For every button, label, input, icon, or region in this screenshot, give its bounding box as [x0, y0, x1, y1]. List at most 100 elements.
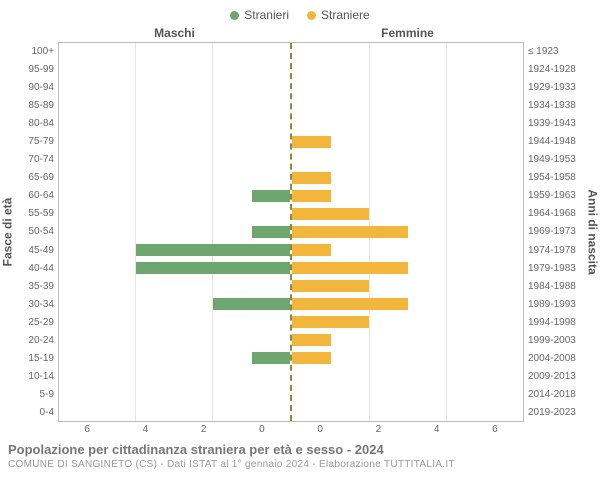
bar-row — [292, 241, 523, 259]
bar-row — [59, 385, 290, 403]
x-tick: 2 — [175, 424, 233, 435]
age-tick: 50-54 — [14, 223, 58, 241]
age-tick: 10-14 — [14, 368, 58, 386]
age-tick: 85-89 — [14, 96, 58, 114]
header-male: Maschi — [58, 26, 291, 40]
birth-tick: 1994-1998 — [524, 313, 586, 331]
birth-tick: 2009-2013 — [524, 368, 586, 386]
bar-female — [292, 298, 408, 311]
birth-tick: 1944-1948 — [524, 132, 586, 150]
age-tick: 80-84 — [14, 114, 58, 132]
bar-row — [292, 151, 523, 169]
birth-tick: 2004-2008 — [524, 350, 586, 368]
x-tick: 6 — [466, 424, 524, 435]
age-tick: 60-64 — [14, 187, 58, 205]
age-tick: 20-24 — [14, 332, 58, 350]
age-tick: 15-19 — [14, 350, 58, 368]
legend-item-female: Straniere — [307, 8, 370, 22]
bar-female — [292, 226, 408, 239]
bar-row — [292, 61, 523, 79]
bar-row — [59, 331, 290, 349]
bar-row — [59, 295, 290, 313]
footer: Popolazione per cittadinanza straniera p… — [0, 438, 600, 470]
birth-tick: 1999-2003 — [524, 332, 586, 350]
age-tick: 30-34 — [14, 295, 58, 313]
bar-female — [292, 334, 331, 347]
age-tick: 5-9 — [14, 386, 58, 404]
birth-tick: 1974-1978 — [524, 241, 586, 259]
column-headers: Maschi Femmine — [0, 24, 600, 42]
bar-row — [292, 97, 523, 115]
y-axis-label-right: Anni di nascita — [586, 42, 600, 422]
age-tick: 65-69 — [14, 169, 58, 187]
birth-tick: 1979-1983 — [524, 259, 586, 277]
header-female: Femmine — [291, 26, 524, 40]
age-tick: 25-29 — [14, 313, 58, 331]
bar-row — [59, 151, 290, 169]
bar-male — [136, 262, 290, 275]
bar-male — [252, 226, 291, 239]
bar-row — [292, 169, 523, 187]
bar-row — [59, 313, 290, 331]
chart-source: COMUNE DI SANGINETO (CS) - Dati ISTAT al… — [8, 459, 592, 470]
bar-row — [292, 367, 523, 385]
legend: Stranieri Straniere — [0, 0, 600, 24]
bar-row — [59, 115, 290, 133]
bar-row — [59, 79, 290, 97]
legend-label-female: Straniere — [321, 8, 370, 22]
dot-icon — [307, 11, 316, 20]
bar-row — [292, 403, 523, 421]
birth-tick: 1949-1953 — [524, 151, 586, 169]
bar-row — [292, 259, 523, 277]
age-tick: 40-44 — [14, 259, 58, 277]
bar-row — [292, 205, 523, 223]
x-tick: 4 — [116, 424, 174, 435]
birth-tick: ≤ 1923 — [524, 42, 586, 60]
birth-tick: 1989-1993 — [524, 295, 586, 313]
bar-row — [59, 169, 290, 187]
age-tick: 70-74 — [14, 151, 58, 169]
bar-female — [292, 262, 408, 275]
birth-tick: 1969-1973 — [524, 223, 586, 241]
bar-female — [292, 244, 331, 257]
bar-male — [252, 352, 291, 365]
bar-row — [292, 295, 523, 313]
bar-female — [292, 280, 369, 293]
bar-female — [292, 136, 331, 149]
bar-row — [292, 187, 523, 205]
birth-tick: 1939-1943 — [524, 114, 586, 132]
bar-row — [59, 133, 290, 151]
bar-row — [59, 349, 290, 367]
bar-row — [292, 43, 523, 61]
bar-row — [292, 277, 523, 295]
chart-title: Popolazione per cittadinanza straniera p… — [8, 442, 592, 457]
birth-tick: 1934-1938 — [524, 96, 586, 114]
birth-tick: 2019-2023 — [524, 404, 586, 422]
bar-row — [292, 313, 523, 331]
bar-row — [292, 385, 523, 403]
birth-tick: 1959-1963 — [524, 187, 586, 205]
age-tick: 45-49 — [14, 241, 58, 259]
x-tick: 6 — [58, 424, 116, 435]
bar-row — [59, 43, 290, 61]
bar-row — [59, 205, 290, 223]
age-tick: 95-99 — [14, 60, 58, 78]
birth-tick: 1964-1968 — [524, 205, 586, 223]
bar-female — [292, 316, 369, 329]
x-tick: 2 — [349, 424, 407, 435]
bar-row — [59, 223, 290, 241]
x-tick: 0 — [291, 424, 349, 435]
bar-male — [213, 298, 290, 311]
plot-male — [59, 43, 292, 421]
age-tick: 90-94 — [14, 78, 58, 96]
bar-male — [136, 244, 290, 257]
bar-row — [59, 241, 290, 259]
bar-row — [59, 259, 290, 277]
bar-row — [59, 187, 290, 205]
bar-row — [59, 277, 290, 295]
bar-row — [59, 97, 290, 115]
y-axis-label-left: Fasce di età — [0, 42, 14, 422]
x-tick: 0 — [233, 424, 291, 435]
bar-female — [292, 172, 331, 185]
bar-row — [59, 61, 290, 79]
